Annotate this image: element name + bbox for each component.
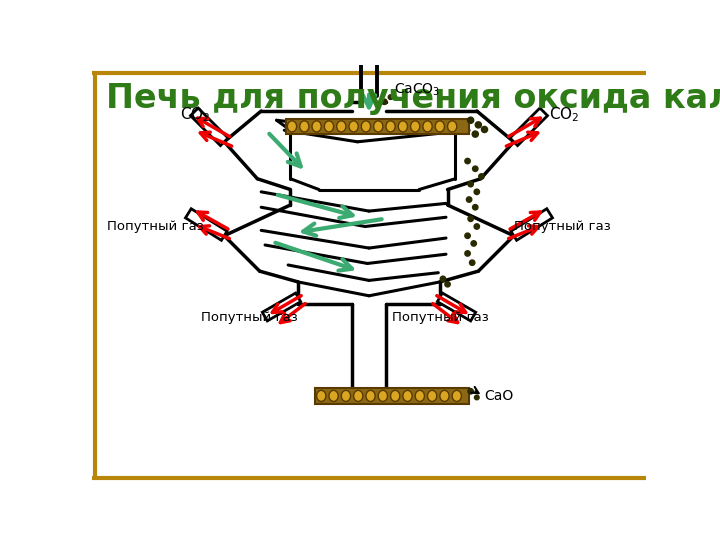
Ellipse shape	[440, 390, 449, 401]
Circle shape	[482, 126, 487, 132]
Ellipse shape	[341, 390, 351, 401]
Circle shape	[467, 197, 472, 202]
Ellipse shape	[378, 390, 387, 401]
Ellipse shape	[312, 121, 321, 132]
Ellipse shape	[374, 121, 383, 132]
Circle shape	[388, 95, 393, 99]
Ellipse shape	[287, 121, 297, 132]
Polygon shape	[186, 209, 227, 240]
Ellipse shape	[415, 390, 425, 401]
Ellipse shape	[317, 390, 326, 401]
Ellipse shape	[398, 121, 408, 132]
Circle shape	[465, 233, 470, 239]
Ellipse shape	[410, 121, 420, 132]
Circle shape	[472, 131, 478, 137]
Circle shape	[465, 158, 470, 164]
Text: CO$_2$: CO$_2$	[549, 105, 580, 124]
Circle shape	[475, 122, 482, 128]
Polygon shape	[437, 293, 476, 321]
Circle shape	[469, 260, 475, 265]
Ellipse shape	[428, 390, 437, 401]
Circle shape	[468, 181, 473, 187]
Circle shape	[440, 276, 446, 281]
Ellipse shape	[349, 121, 359, 132]
Text: CaO: CaO	[485, 389, 514, 403]
Circle shape	[474, 189, 480, 194]
Polygon shape	[511, 209, 552, 240]
Text: CO$_2$: CO$_2$	[180, 105, 211, 124]
Text: CaCO$_3$: CaCO$_3$	[394, 82, 440, 98]
Ellipse shape	[423, 121, 432, 132]
Circle shape	[468, 216, 473, 221]
Ellipse shape	[366, 390, 375, 401]
Ellipse shape	[354, 390, 363, 401]
Ellipse shape	[386, 121, 395, 132]
Text: Попутный газ: Попутный газ	[392, 311, 489, 324]
Text: Попутный газ: Попутный газ	[514, 220, 611, 233]
Circle shape	[467, 117, 474, 123]
Ellipse shape	[435, 121, 444, 132]
Text: Попутный газ: Попутный газ	[107, 220, 204, 233]
Circle shape	[471, 241, 477, 246]
Bar	[315, 388, 469, 403]
Text: Попутный газ: Попутный газ	[201, 311, 298, 324]
Ellipse shape	[329, 390, 338, 401]
Ellipse shape	[361, 121, 371, 132]
Ellipse shape	[300, 121, 309, 132]
Circle shape	[474, 224, 480, 229]
Circle shape	[468, 389, 473, 394]
Bar	[286, 119, 469, 134]
Circle shape	[382, 99, 387, 104]
Text: Печь для получения оксида кальция.: Печь для получения оксида кальция.	[106, 82, 720, 114]
Circle shape	[472, 205, 478, 210]
Ellipse shape	[324, 121, 333, 132]
Ellipse shape	[448, 121, 456, 132]
Circle shape	[465, 251, 470, 256]
Ellipse shape	[390, 390, 400, 401]
Circle shape	[474, 395, 479, 400]
Ellipse shape	[452, 390, 462, 401]
Ellipse shape	[403, 390, 412, 401]
Polygon shape	[510, 108, 547, 146]
Circle shape	[445, 281, 450, 287]
Circle shape	[472, 166, 478, 171]
Ellipse shape	[337, 121, 346, 132]
Circle shape	[479, 174, 484, 179]
Polygon shape	[262, 293, 301, 321]
Polygon shape	[191, 108, 228, 146]
